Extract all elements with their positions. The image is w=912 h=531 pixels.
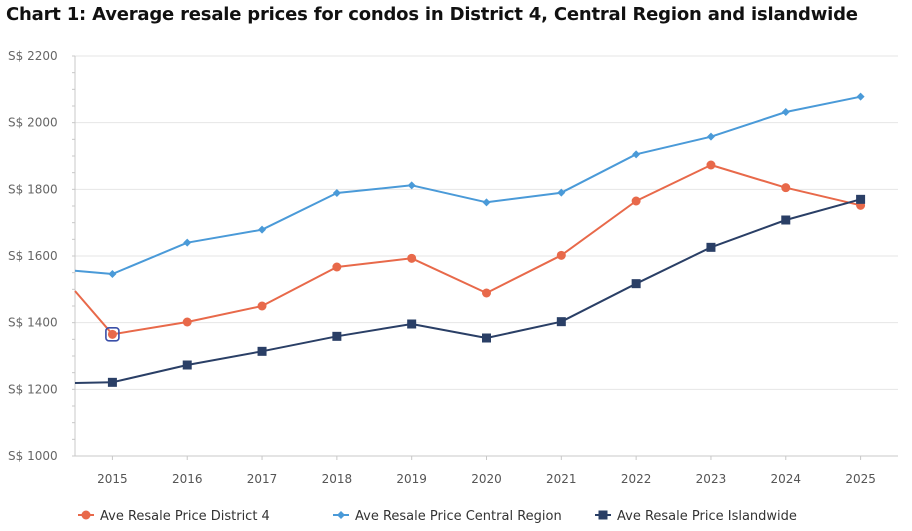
- x-tick-label: 2015: [97, 472, 128, 486]
- series-line: [74, 198, 861, 384]
- x-tick-label: 2021: [546, 472, 577, 486]
- data-point: [332, 189, 341, 197]
- x-tick-label: 2016: [172, 472, 203, 486]
- data-point: [257, 346, 267, 356]
- data-point: [482, 288, 491, 298]
- data-point: [407, 319, 417, 329]
- data-point: [407, 181, 416, 190]
- data-point: [482, 198, 491, 207]
- data-point: [183, 238, 192, 247]
- axes: [72, 55, 898, 460]
- y-tick-label: S$ 2200: [8, 49, 58, 63]
- data-point: [856, 194, 866, 204]
- data-point: [332, 262, 342, 272]
- data-point: [556, 317, 566, 327]
- y-tick-label: S$ 1200: [8, 382, 58, 396]
- data-point: [108, 270, 117, 278]
- data-point: [556, 250, 566, 260]
- series-2: [74, 194, 866, 387]
- series-1: [74, 92, 865, 278]
- legend-marker: [598, 510, 608, 520]
- highlight-group: [105, 327, 120, 342]
- y-tick-label: S$ 1600: [8, 249, 58, 263]
- data-point: [706, 160, 716, 170]
- data-point: [631, 279, 641, 289]
- data-point: [781, 108, 790, 116]
- y-tick-label: S$ 1000: [8, 449, 58, 463]
- legend-item-0[interactable]: Ave Resale Price District 4: [78, 509, 270, 524]
- hover-highlight: [105, 327, 120, 342]
- data-point: [107, 329, 117, 339]
- x-tick-label: 2024: [770, 472, 801, 486]
- grid-lines: [75, 55, 898, 390]
- data-point: [856, 92, 865, 101]
- legend-item-2[interactable]: Ave Resale Price Islandwide: [595, 509, 797, 524]
- data-point: [781, 215, 791, 225]
- data-point: [706, 132, 715, 141]
- legend-label: Ave Resale Price Islandwide: [617, 509, 797, 524]
- data-point: [407, 253, 417, 263]
- data-point: [258, 225, 267, 234]
- data-point: [632, 150, 641, 159]
- legend-label: Ave Resale Price Central Region: [355, 509, 562, 524]
- series-group: [74, 92, 866, 387]
- data-point: [107, 377, 117, 387]
- legend-label: Ave Resale Price District 4: [100, 509, 270, 524]
- data-point: [557, 188, 566, 197]
- y-tick-label: S$ 2000: [8, 116, 58, 130]
- data-point: [706, 242, 716, 252]
- y-tick-label: S$ 1800: [8, 182, 58, 196]
- legend-item-1[interactable]: Ave Resale Price Central Region: [333, 509, 562, 524]
- data-point: [482, 333, 491, 343]
- x-tick-label: 2017: [247, 472, 278, 486]
- series-line: [74, 95, 861, 275]
- data-point: [631, 196, 641, 206]
- data-point: [781, 183, 791, 193]
- x-tick-label: 2018: [322, 472, 353, 486]
- legend-marker: [81, 510, 91, 520]
- x-tick-label: 2019: [396, 472, 427, 486]
- legend-marker: [337, 511, 345, 519]
- data-point: [182, 317, 192, 327]
- series-0: [74, 160, 866, 339]
- x-tick-label: 2025: [845, 472, 876, 486]
- x-tick-label: 2023: [696, 472, 727, 486]
- x-tick-label: 2022: [621, 472, 652, 486]
- data-point: [332, 331, 342, 341]
- data-point: [257, 301, 267, 311]
- legend[interactable]: Ave Resale Price District 4 Ave Resale Pr…: [78, 509, 797, 524]
- y-tick-label: S$ 1400: [8, 316, 58, 330]
- x-tick-label: 2020: [471, 472, 502, 486]
- x-axis-ticks: 2015 2016 2017 2018 2019 2020 2021 2022 2023 2024…: [97, 472, 876, 486]
- y-axis-ticks: S$ 1000 S$ 1200 S$ 1400 S$ 1600 S$ 1800 S$ 20…: [8, 49, 58, 463]
- chart-title: Chart 1: Average resale prices for condo…: [6, 4, 858, 25]
- series-line: [74, 164, 861, 336]
- data-point: [182, 360, 192, 370]
